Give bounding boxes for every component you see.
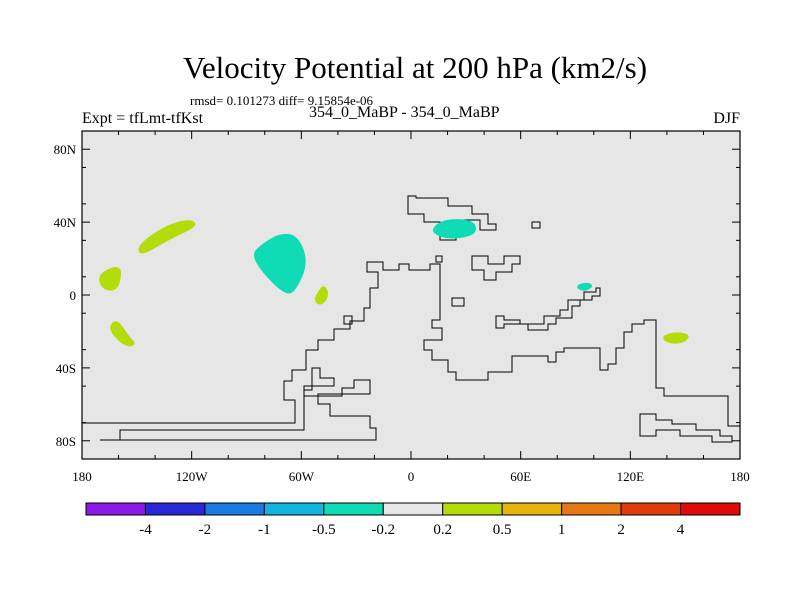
colorbar-label: -0.5 <box>312 522 336 538</box>
colorbar-box <box>382 502 444 516</box>
colorbar-label: 0.5 <box>493 522 512 538</box>
y-tick-label: 80S <box>56 434 76 449</box>
y-tick-label: 40N <box>54 215 77 230</box>
y-axis: 80N 40N 0 40S 80S <box>54 130 740 460</box>
region-nw-pacific-positive <box>138 220 196 254</box>
stats-text: rmsd= 0.101273 diff= 9.15854e-06 <box>190 93 374 108</box>
chart-title: Velocity Potential at 200 hPa (km2/s) <box>182 50 648 85</box>
colorbar-label: 1 <box>558 522 566 538</box>
colorbar-box <box>204 502 265 516</box>
region-n-atlantic-positive <box>314 286 329 305</box>
colorbar-box <box>501 502 563 516</box>
region-w-pacific-positive <box>99 267 121 291</box>
colorbar-label: -0.2 <box>371 522 395 538</box>
experiment-label: Expt = tfLmt-tfKst <box>82 110 204 127</box>
x-tick-label: 120E <box>617 469 645 484</box>
region-e-europe-negative <box>432 219 476 239</box>
x-axis: 180 120W 60W 0 60E 120E 180 <box>72 131 750 484</box>
x-tick-label: 120W <box>176 469 209 484</box>
coastline-inner <box>100 367 377 441</box>
colorbar-label: -4 <box>139 522 152 538</box>
colorbar-box <box>323 502 384 516</box>
map-background <box>82 131 740 459</box>
region-se-asia-negative <box>577 282 593 291</box>
y-tick-label: 40S <box>56 361 76 376</box>
anomaly-regions <box>99 219 689 347</box>
colorbar-label: 2 <box>617 522 625 538</box>
colorbar-box <box>85 502 146 516</box>
x-tick-label: 180 <box>730 469 750 484</box>
coastlines <box>82 195 740 443</box>
x-tick-label: 0 <box>408 469 415 484</box>
colorbar-label: -2 <box>199 522 212 538</box>
coastline-small-island-3 <box>531 221 541 229</box>
colorbar-label: -1 <box>258 522 271 538</box>
coastline-north-africa <box>407 195 497 241</box>
region-s-pacific-positive <box>663 332 689 344</box>
region-sw-pacific-positive <box>110 321 135 347</box>
coastline-indochina <box>495 287 601 331</box>
coastline-antarctic-east <box>639 413 733 443</box>
colorbar-box <box>263 502 325 516</box>
coastline-small-island-1 <box>343 315 353 325</box>
colorbar: -4 -2 -1 -0.5 -0.2 0.2 0.5 1 2 4 <box>85 502 741 538</box>
y-tick-label: 80N <box>54 142 77 157</box>
colorbar-box <box>620 502 682 516</box>
y-tick-label: 0 <box>70 288 77 303</box>
colorbar-label: 4 <box>677 522 685 538</box>
colorbar-label: 0.2 <box>433 522 452 538</box>
coastline-small-island-2 <box>451 297 465 307</box>
x-tick-label: 60W <box>289 469 315 484</box>
coastline-americas <box>82 261 740 427</box>
region-e-pacific-negative <box>254 233 306 294</box>
x-tick-label: 180 <box>72 469 92 484</box>
coastline-asia <box>471 255 521 281</box>
colorbar-box <box>561 502 622 516</box>
colorbar-box <box>442 502 503 516</box>
season-label: DJF <box>713 110 740 127</box>
coastline-small-island-4 <box>435 255 443 263</box>
x-tick-label: 60E <box>510 469 531 484</box>
colorbar-box <box>144 502 206 516</box>
case-label: 354_0_MaBP - 354_0_MaBP <box>309 104 500 121</box>
colorbar-box <box>680 502 741 516</box>
